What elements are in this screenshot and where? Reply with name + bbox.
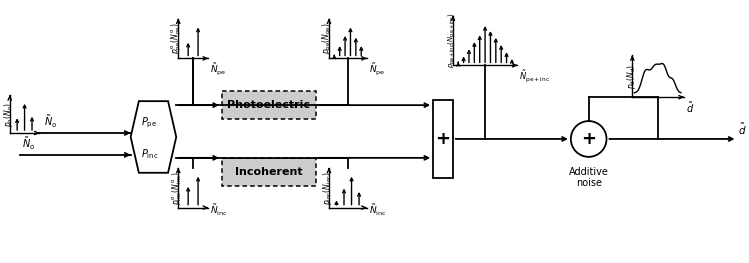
Text: $p_\mathrm{inc}^\mathrm{o}(N_\mathrm{inc}^\mathrm{o})$: $p_\mathrm{inc}^\mathrm{o}(N_\mathrm{inc… [171,171,184,205]
Bar [433,100,453,178]
Text: $\tilde{d}$: $\tilde{d}$ [686,100,694,115]
Text: $\tilde{N}_\mathrm{pe+inc}$: $\tilde{N}_\mathrm{pe+inc}$ [519,68,551,84]
Polygon shape [130,101,176,173]
Text: +: + [435,130,450,148]
Text: $\tilde{d}$: $\tilde{d}$ [739,122,747,137]
Text: Incoherent: Incoherent [235,167,303,177]
Text: $p_\mathrm{o}(N_\mathrm{o})$: $p_\mathrm{o}(N_\mathrm{o})$ [2,102,15,127]
Text: $P_\mathrm{pe}$: $P_\mathrm{pe}$ [142,116,157,130]
Text: $\tilde{N}_\mathrm{inc}$: $\tilde{N}_\mathrm{inc}$ [210,203,228,218]
Text: $p_\mathrm{pe+inc}(N_\mathrm{pe+inc})$: $p_\mathrm{pe+inc}(N_\mathrm{pe+inc})$ [446,13,458,68]
Text: $p_\mathrm{d}(N_\mathrm{d})$: $p_\mathrm{d}(N_\mathrm{d})$ [625,64,638,89]
Text: Additive
noise: Additive noise [568,167,609,188]
Text: $p_\mathrm{pe}^\mathrm{o}(N_\mathrm{pe}^\mathrm{o})$: $p_\mathrm{pe}^\mathrm{o}(N_\mathrm{pe}^… [170,23,184,54]
Circle shape [571,121,607,157]
Text: $\tilde{N}_\mathrm{o}$: $\tilde{N}_\mathrm{o}$ [44,113,58,130]
Text: $\tilde{N}_\mathrm{o}$: $\tilde{N}_\mathrm{o}$ [22,135,34,152]
Text: $p_\mathrm{pe}(N_\mathrm{pe})$: $p_\mathrm{pe}(N_\mathrm{pe})$ [321,23,335,54]
Bar [222,91,316,119]
Text: $\tilde{N}_\mathrm{inc}$: $\tilde{N}_\mathrm{inc}$ [369,203,386,218]
Text: $\tilde{N}_\mathrm{pe}$: $\tilde{N}_\mathrm{pe}$ [369,61,385,77]
Text: $p_\mathrm{inc}(N_\mathrm{inc})$: $p_\mathrm{inc}(N_\mathrm{inc})$ [321,171,335,205]
Text: +: + [581,130,596,148]
Bar [222,158,316,186]
Text: $P_\mathrm{inc}$: $P_\mathrm{inc}$ [141,147,158,161]
Text: $\tilde{N}_\mathrm{pe}$: $\tilde{N}_\mathrm{pe}$ [210,61,226,77]
Text: Photoelectric: Photoelectric [228,100,310,110]
